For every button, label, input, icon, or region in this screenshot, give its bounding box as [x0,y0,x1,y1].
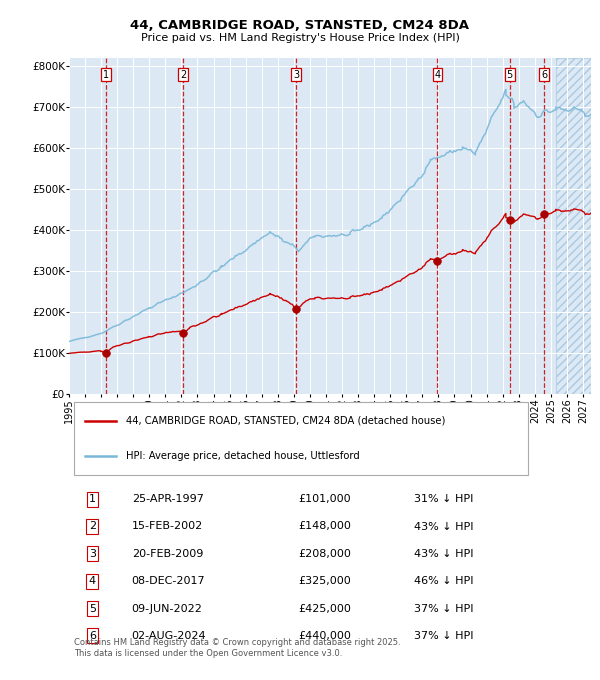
Text: 02-AUG-2024: 02-AUG-2024 [131,631,206,641]
Text: £148,000: £148,000 [299,522,352,532]
Text: £101,000: £101,000 [299,494,352,504]
Bar [556,58,591,394]
Text: 43% ↓ HPI: 43% ↓ HPI [413,549,473,559]
Text: 08-DEC-2017: 08-DEC-2017 [131,576,205,586]
Text: £208,000: £208,000 [299,549,352,559]
Text: 5: 5 [89,604,96,613]
Text: £425,000: £425,000 [299,604,352,613]
Text: Contains HM Land Registry data © Crown copyright and database right 2025.
This d: Contains HM Land Registry data © Crown c… [74,639,401,658]
Text: HPI: Average price, detached house, Uttlesford: HPI: Average price, detached house, Uttl… [127,451,360,461]
Text: 6: 6 [89,631,96,641]
Text: 5: 5 [506,69,513,80]
Text: 25-APR-1997: 25-APR-1997 [131,494,203,504]
Text: 09-JUN-2022: 09-JUN-2022 [131,604,203,613]
Text: 37% ↓ HPI: 37% ↓ HPI [413,604,473,613]
Bar [556,58,591,394]
Text: £440,000: £440,000 [299,631,352,641]
Text: Price paid vs. HM Land Registry's House Price Index (HPI): Price paid vs. HM Land Registry's House … [140,33,460,43]
Text: 2: 2 [89,522,96,532]
Text: £325,000: £325,000 [299,576,352,586]
Text: 46% ↓ HPI: 46% ↓ HPI [413,576,473,586]
Text: 37% ↓ HPI: 37% ↓ HPI [413,631,473,641]
Text: 20-FEB-2009: 20-FEB-2009 [131,549,203,559]
Text: 31% ↓ HPI: 31% ↓ HPI [413,494,473,504]
Text: 3: 3 [89,549,96,559]
Text: 1: 1 [103,69,109,80]
Text: 43% ↓ HPI: 43% ↓ HPI [413,522,473,532]
Text: 3: 3 [293,69,299,80]
Text: 2: 2 [180,69,187,80]
Text: 15-FEB-2002: 15-FEB-2002 [131,522,203,532]
Text: 4: 4 [434,69,440,80]
FancyBboxPatch shape [74,402,529,475]
Text: 44, CAMBRIDGE ROAD, STANSTED, CM24 8DA: 44, CAMBRIDGE ROAD, STANSTED, CM24 8DA [131,19,470,32]
Text: 6: 6 [541,69,547,80]
Text: 1: 1 [89,494,96,504]
Text: 4: 4 [89,576,96,586]
Text: 44, CAMBRIDGE ROAD, STANSTED, CM24 8DA (detached house): 44, CAMBRIDGE ROAD, STANSTED, CM24 8DA (… [127,416,446,426]
